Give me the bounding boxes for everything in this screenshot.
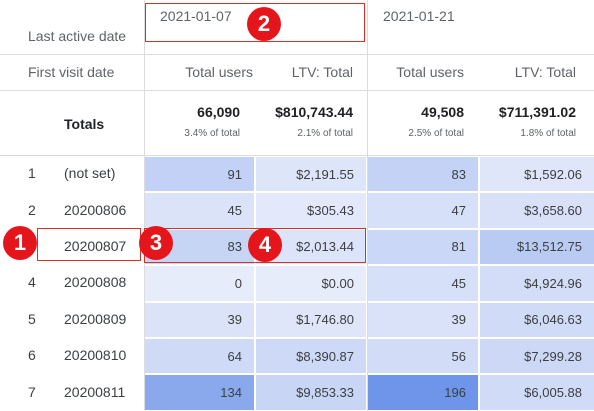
table-cell[interactable]: $8,390.87 bbox=[256, 339, 366, 374]
divider bbox=[144, 0, 145, 411]
table-cell[interactable]: 81 bbox=[368, 229, 478, 265]
annotation-badge-1: 1 bbox=[3, 226, 37, 260]
table-cell[interactable]: 196 bbox=[368, 375, 478, 410]
table-cell[interactable]: $1,746.80 bbox=[256, 302, 366, 337]
last-active-date-label: Last active date bbox=[28, 28, 127, 44]
divider bbox=[367, 0, 368, 411]
table-cell[interactable]: 39 bbox=[145, 302, 254, 337]
table-cell[interactable]: $9,853.33 bbox=[256, 375, 366, 410]
totals-users-1-pct: 3.4% of total bbox=[184, 128, 240, 139]
first-visit-date-label: First visit date bbox=[28, 64, 115, 80]
row-first-visit-date[interactable]: 20200807 bbox=[64, 237, 127, 254]
annotation-badge-4: 4 bbox=[248, 228, 282, 262]
row-index: 5 bbox=[28, 310, 36, 327]
totals-users-1: 66,090 bbox=[197, 104, 240, 120]
table-cell[interactable]: $4,924.96 bbox=[480, 266, 594, 301]
table-cell[interactable]: 45 bbox=[368, 266, 478, 301]
divider bbox=[0, 54, 594, 55]
totals-ltv-2: $711,391.02 bbox=[498, 104, 576, 120]
metric-header-total-users-1[interactable]: Total users bbox=[185, 64, 253, 80]
row-index: 1 bbox=[28, 165, 36, 182]
table-cell[interactable]: $6,046.63 bbox=[480, 302, 594, 337]
row-index: 4 bbox=[28, 274, 36, 291]
table-cell[interactable]: 39 bbox=[368, 302, 478, 337]
table-cell[interactable]: 0 bbox=[145, 266, 254, 301]
totals-users-2: 49,508 bbox=[421, 104, 464, 120]
row-index: 2 bbox=[28, 201, 36, 218]
annotation-badge-3: 3 bbox=[139, 226, 173, 260]
table-cell[interactable]: $7,299.28 bbox=[480, 339, 594, 374]
col-group-header-2[interactable]: 2021-01-21 bbox=[383, 8, 455, 24]
highlight-col-group-header bbox=[145, 3, 365, 42]
row-first-visit-date[interactable]: 20200806 bbox=[64, 201, 127, 218]
divider bbox=[0, 155, 594, 156]
metric-header-ltv-1[interactable]: LTV: Total bbox=[291, 64, 353, 80]
table-cell[interactable]: 83 bbox=[368, 157, 478, 192]
row-first-visit-date[interactable]: (not set) bbox=[64, 165, 116, 182]
table-cell[interactable]: $2,191.55 bbox=[256, 157, 366, 192]
table-cell[interactable]: $13,512.75 bbox=[480, 229, 594, 265]
metric-header-total-users-2[interactable]: Total users bbox=[396, 64, 464, 80]
totals-ltv-2-pct: 1.8% of total bbox=[520, 128, 576, 139]
table-cell[interactable]: 45 bbox=[145, 193, 254, 228]
row-index: 6 bbox=[28, 347, 36, 364]
table-cell[interactable]: 47 bbox=[368, 193, 478, 228]
row-first-visit-date[interactable]: 20200808 bbox=[64, 274, 127, 291]
totals-label: Totals bbox=[64, 116, 105, 132]
annotation-badge-2: 2 bbox=[247, 7, 281, 41]
row-index: 7 bbox=[28, 383, 36, 400]
divider bbox=[0, 90, 594, 91]
table-cell[interactable]: $3,658.60 bbox=[480, 193, 594, 228]
totals-ltv-1-pct: 2.1% of total bbox=[297, 128, 353, 139]
table-cell[interactable]: $6,005.88 bbox=[480, 375, 594, 410]
row-first-visit-date[interactable]: 20200811 bbox=[64, 383, 126, 400]
table-cell[interactable]: 91 bbox=[145, 157, 254, 192]
table-cell[interactable]: 64 bbox=[145, 339, 254, 374]
row-first-visit-date[interactable]: 20200809 bbox=[64, 310, 127, 327]
row-first-visit-date[interactable]: 20200810 bbox=[64, 347, 127, 364]
table-cell[interactable]: $0.00 bbox=[256, 266, 366, 301]
table-cell[interactable]: 56 bbox=[368, 339, 478, 374]
totals-users-2-pct: 2.5% of total bbox=[408, 128, 464, 139]
totals-ltv-1: $810,743.44 bbox=[275, 104, 353, 120]
table-cell[interactable]: $1,592.06 bbox=[480, 157, 594, 192]
table-cell[interactable]: $305.43 bbox=[256, 193, 366, 228]
metric-header-ltv-2[interactable]: LTV: Total bbox=[514, 64, 576, 80]
table-cell[interactable]: 134 bbox=[145, 375, 254, 410]
col-group-header-1[interactable]: 2021-01-07 bbox=[160, 8, 232, 24]
highlight-row-date bbox=[37, 228, 141, 261]
